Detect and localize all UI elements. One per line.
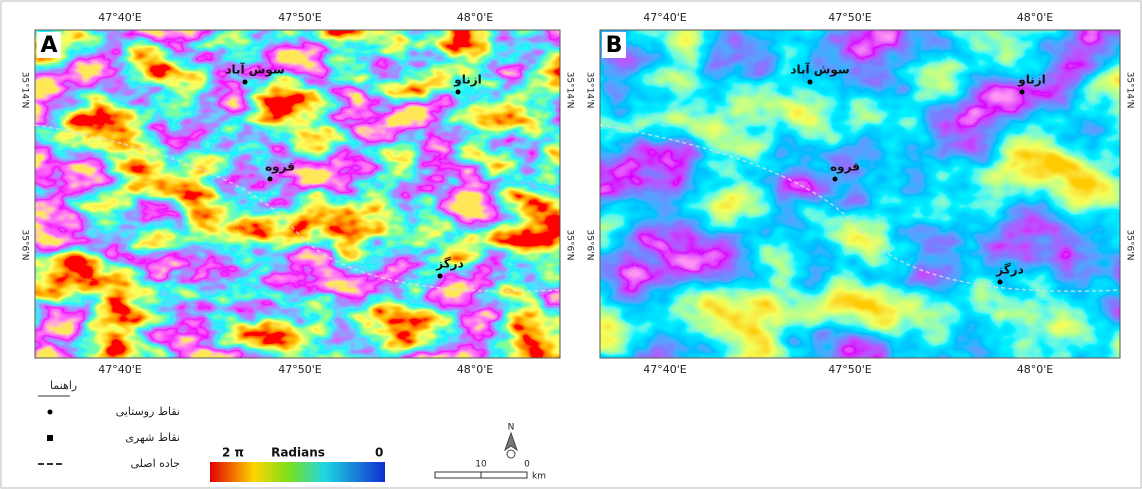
north-label: N [508,423,515,433]
place-name: درگز [995,263,1024,277]
place-name: قروه [830,160,860,175]
place-marker [1019,89,1025,95]
colorbar [210,462,385,482]
lat-label: 35°14'N [585,72,595,109]
place-marker [832,176,838,182]
legend-item: نقاط روستایی [116,405,180,418]
lat-label: 35°6'N [585,230,595,261]
lon-label: 47°40'E [98,363,142,376]
place-name: سوش آباد [225,62,284,78]
lat-label: 35°14'N [565,72,575,109]
place-name: درگز [435,257,464,271]
scale-segment [434,471,482,479]
legend-item: جاده اصلی [130,457,180,470]
lon-label: 47°40'E [643,363,687,376]
colorbar-max: 2 π [222,446,244,460]
panel-label-bg [37,32,61,58]
lon-label: 47°40'E [643,11,687,24]
lon-label: 48°0'E [1017,363,1054,376]
place-marker [267,176,273,182]
lon-label: 48°0'E [457,363,494,376]
lon-label: 47°50'E [828,11,872,24]
lon-label: 48°0'E [457,11,494,24]
place-name: قروه [265,160,295,175]
north-circle [506,449,516,459]
panel-frame [34,29,561,359]
legend-item: نقاط شهری [125,431,180,444]
scale-unit: km [532,472,546,482]
lat-label: 35°14'N [1125,72,1135,109]
scale-zero: 0 [524,460,530,470]
lon-label: 47°50'E [278,363,322,376]
interferogram [600,30,1120,358]
city-symbol [47,435,53,441]
place-name: ازناو [453,73,482,88]
scale-distance: 10 [475,460,487,470]
panel-label-bg [602,32,626,58]
lon-label: 47°40'E [98,11,142,24]
place-marker [437,273,443,279]
panel-label: B [606,33,623,58]
village-symbol [47,409,53,415]
legend-title: راهنما [50,379,77,392]
colorbar-min: 0 [375,446,383,460]
place-name: ازناو [1017,73,1046,88]
lon-label: 47°50'E [278,11,322,24]
place-marker [807,79,813,85]
lat-label: 35°6'N [20,230,30,261]
place-name: سوش آباد [790,62,849,78]
panel-frame [599,29,1121,359]
panel-label: A [40,33,57,58]
colorbar-title: Radians [271,446,325,460]
lon-label: 47°50'E [828,363,872,376]
lat-label: 35°6'N [1125,230,1135,261]
place-marker [997,279,1003,285]
north-arrow [504,431,518,452]
place-marker [242,79,248,85]
place-marker [455,89,461,95]
interferogram [35,30,560,358]
lat-label: 35°6'N [565,230,575,261]
lon-label: 48°0'E [1017,11,1054,24]
lat-label: 35°14'N [20,72,30,109]
